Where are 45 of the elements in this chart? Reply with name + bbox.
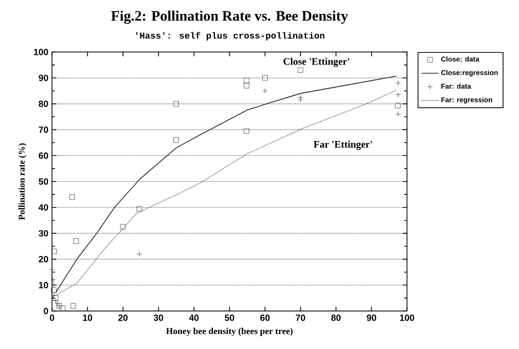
point <box>136 206 142 212</box>
x-tick-label: 20 <box>118 314 128 321</box>
point <box>52 295 58 301</box>
point <box>70 303 76 309</box>
y-tick-label: 0 <box>44 308 48 314</box>
point <box>120 224 126 230</box>
point <box>70 194 75 200</box>
x-tick-label: 90 <box>366 314 376 321</box>
x-tick-label: 0 <box>50 314 54 321</box>
chart-subtitle: 'Hass': self plus cross-pollination <box>136 32 324 40</box>
y-axis-title: Pollination rate (%) <box>18 143 27 220</box>
point <box>262 75 268 81</box>
x-tick-label: 50 <box>224 314 234 321</box>
x-tick-label: 40 <box>189 314 199 321</box>
point <box>174 137 179 143</box>
y-tick-label: 90 <box>38 74 48 82</box>
point <box>60 306 66 312</box>
point <box>51 288 56 293</box>
y-tick-label: 50 <box>38 178 48 185</box>
point <box>395 102 400 108</box>
y-tick-label: 100 <box>34 48 48 56</box>
annotation: Far 'Ettinger' <box>314 140 372 150</box>
x-tick-label: 10 <box>83 314 92 321</box>
y-tick-label: 20 <box>38 256 48 262</box>
point <box>73 238 79 244</box>
y-tick-label: 10 <box>39 282 48 288</box>
y-tick-label: 80 <box>38 100 48 107</box>
point <box>174 101 179 106</box>
y-tick-label: 30 <box>38 230 48 236</box>
y-tick-label: 40 <box>38 204 48 211</box>
x-tick-label: 80 <box>331 314 341 321</box>
x-tick-label: 30 <box>154 314 164 321</box>
point <box>298 67 304 73</box>
point <box>244 82 250 88</box>
point <box>244 78 250 84</box>
x-tick-label: 100 <box>400 314 414 321</box>
chart-title: Fig.2: Pollination Rate vs. Bee Density <box>111 10 348 24</box>
point <box>244 128 250 134</box>
y-tick-label: 60 <box>38 152 48 159</box>
point <box>51 248 57 254</box>
x-tick-label: 60 <box>260 314 270 321</box>
annotation: Close 'Ettinger' <box>283 58 350 67</box>
x-axis-title: Honey bee density (bees per tree) <box>166 328 293 336</box>
y-tick-label: 70 <box>38 126 48 133</box>
x-tick-label: 70 <box>296 314 306 321</box>
